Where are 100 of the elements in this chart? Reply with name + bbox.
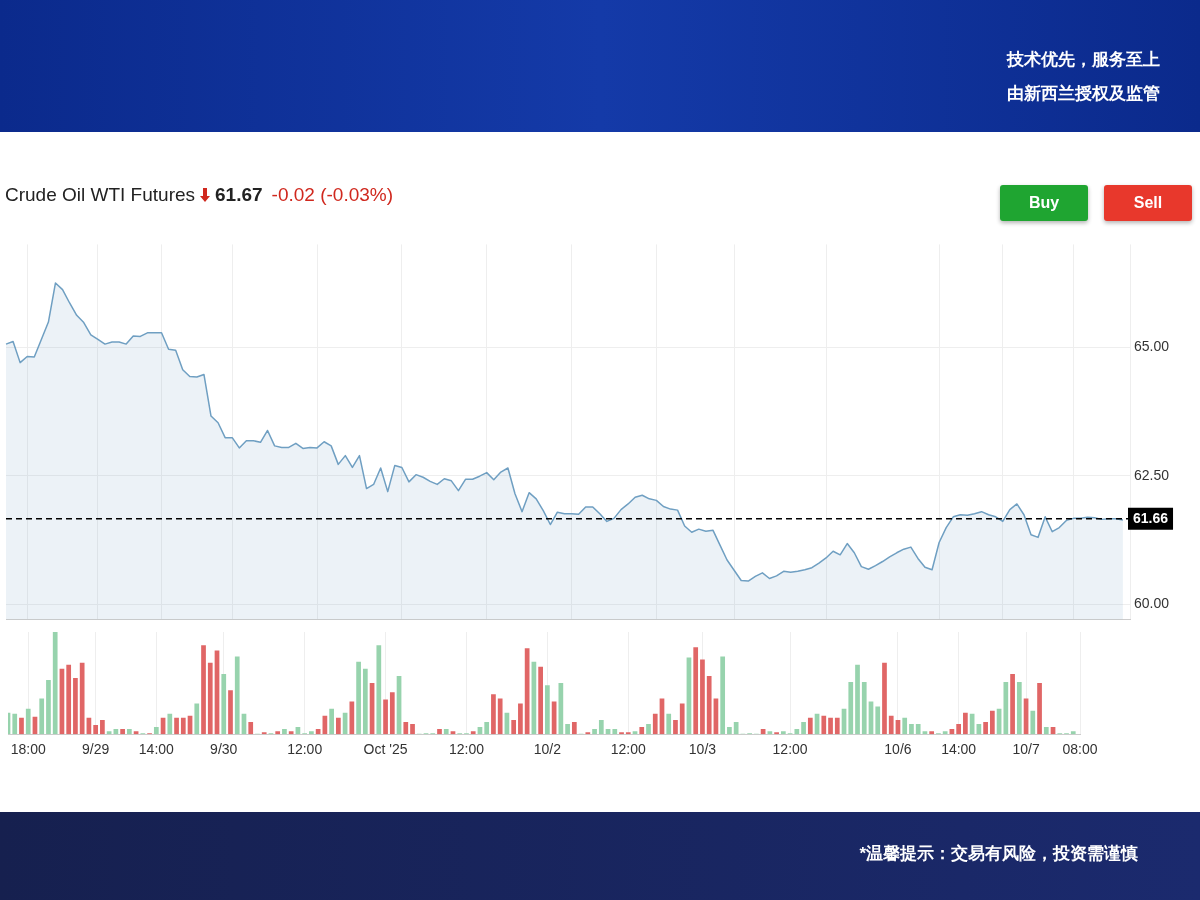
x-tick-label: 18:00 xyxy=(10,741,46,758)
y-tick-label: 65.00 xyxy=(1134,338,1170,355)
bar xyxy=(929,731,935,735)
bar xyxy=(780,731,786,735)
bar xyxy=(807,717,813,735)
bar xyxy=(875,706,881,735)
x-tick-label: 10/2 xyxy=(533,741,562,758)
bar xyxy=(234,656,240,735)
bar xyxy=(12,713,18,735)
y-tick-label: 62.50 xyxy=(1134,466,1170,483)
bar xyxy=(73,677,78,735)
bar xyxy=(963,712,968,735)
bar xyxy=(309,731,314,735)
bar xyxy=(666,713,672,735)
chart-title: Crude Oil WTI Futures xyxy=(5,184,196,206)
bar xyxy=(443,729,449,735)
bar xyxy=(153,727,159,735)
bar xyxy=(733,721,739,735)
bar xyxy=(275,731,281,735)
x-tick-label: 12:00 xyxy=(448,741,485,758)
bar xyxy=(727,727,732,735)
bar xyxy=(288,731,294,735)
x-tick-label: 10/6 xyxy=(884,741,912,758)
bar xyxy=(228,690,233,735)
bar xyxy=(625,732,631,735)
bar xyxy=(329,708,334,735)
bar xyxy=(524,648,530,735)
bar xyxy=(1010,673,1015,735)
bar xyxy=(410,723,415,735)
bar xyxy=(598,719,604,735)
ref-line-label: 61.66 xyxy=(1133,509,1169,526)
bar xyxy=(855,664,860,735)
bar xyxy=(700,659,705,735)
bar xyxy=(848,682,854,735)
text: Sell xyxy=(1104,185,1192,221)
bar xyxy=(1030,710,1036,735)
bar xyxy=(693,647,699,735)
bar xyxy=(484,721,490,735)
bar xyxy=(261,732,267,735)
bar xyxy=(794,729,800,735)
text: *温馨提示：交易有风险，投资需谨慎 xyxy=(859,843,1138,865)
bar xyxy=(52,632,58,735)
x-tick-label: 12:00 xyxy=(610,741,646,758)
bar xyxy=(1016,682,1022,735)
bar xyxy=(389,692,395,735)
x-tick-label: Oct '25 xyxy=(363,741,408,758)
bar xyxy=(248,721,254,735)
bar xyxy=(956,723,961,735)
bar xyxy=(46,680,51,735)
bar xyxy=(619,732,624,735)
bar xyxy=(470,731,476,735)
text: 由新西兰授权及监管 xyxy=(1007,83,1160,105)
bar xyxy=(100,719,105,735)
bar xyxy=(180,717,186,735)
bar xyxy=(362,668,368,735)
bar xyxy=(1043,727,1049,735)
bar xyxy=(511,719,517,735)
bar xyxy=(356,661,361,735)
bar xyxy=(66,664,72,735)
bar xyxy=(39,698,45,735)
bar xyxy=(592,729,597,735)
bar xyxy=(174,717,179,735)
bar xyxy=(774,732,779,735)
bar xyxy=(801,721,806,735)
x-tick-label: 08:00 xyxy=(1062,741,1098,758)
bar xyxy=(882,662,887,735)
bar xyxy=(720,656,726,735)
bar xyxy=(706,675,712,735)
bar xyxy=(1003,682,1009,735)
bar xyxy=(497,698,503,735)
bar xyxy=(1070,731,1076,735)
x-tick-label: 14:00 xyxy=(138,741,175,758)
bar xyxy=(93,725,99,735)
bar xyxy=(915,723,921,735)
bar xyxy=(828,717,833,735)
x-tick-label: 12:00 xyxy=(772,741,808,758)
x-tick-label: 14:00 xyxy=(941,741,977,758)
bar xyxy=(437,729,442,735)
bar xyxy=(679,703,685,735)
bar xyxy=(673,719,678,735)
x-tick-label: 9/29 xyxy=(82,741,110,758)
bar xyxy=(834,717,840,735)
bar xyxy=(902,717,908,735)
bar xyxy=(821,715,827,735)
x-tick-label: 9/30 xyxy=(210,741,238,758)
bar xyxy=(1037,683,1042,735)
bar xyxy=(545,685,550,735)
bar xyxy=(491,694,496,735)
bar xyxy=(909,723,914,735)
bar xyxy=(25,708,31,735)
bar xyxy=(79,662,85,735)
bar xyxy=(571,721,577,735)
bar xyxy=(336,717,341,735)
bar xyxy=(861,682,867,735)
bar xyxy=(201,645,206,735)
bar xyxy=(558,683,564,735)
bar xyxy=(120,729,125,735)
bar xyxy=(349,701,355,735)
bar xyxy=(167,713,173,735)
x-tick-label: 10/7 xyxy=(1012,741,1040,758)
